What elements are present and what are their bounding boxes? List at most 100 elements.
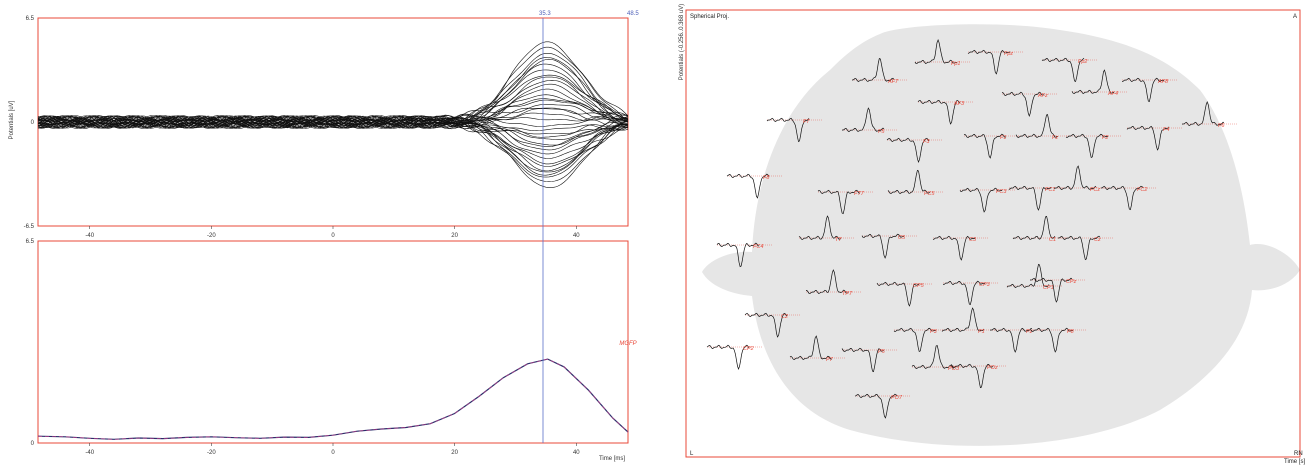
electrode-label-po3: PO3 <box>948 366 960 372</box>
corner-label-l: L <box>690 451 694 457</box>
electrode-label-p3: P3 <box>930 329 938 335</box>
electrode-label-fc2: FC2 <box>1137 187 1147 193</box>
butterfly-ylabel: Potentials [uV] <box>9 100 15 139</box>
electrode-waveform-cz <box>1058 235 1101 261</box>
electrode-waveform-fc1 <box>1008 185 1052 211</box>
electrode-waveform-f5 <box>841 107 885 132</box>
butterfly-trace <box>37 115 629 129</box>
electrode-label-tp7: TP7 <box>842 291 853 297</box>
electrode-label-f3: F3 <box>923 139 930 145</box>
gfp-xticks: -40 -20 0 20 40 <box>85 443 580 456</box>
butterfly-xtick-label: -40 <box>85 233 94 239</box>
electrode-waveform-cp1 <box>1006 263 1050 289</box>
gfp-xtick-label: -20 <box>207 450 216 456</box>
electrode-waveform-cpz <box>1030 277 1073 303</box>
butterfly-ytick-zero: 0 <box>31 120 35 126</box>
electrode-label-af3: AF3 <box>953 101 965 107</box>
projection-title: Spherical Proj. <box>690 14 729 20</box>
butterfly-trace <box>37 115 629 183</box>
electrode-waveform-afz <box>1001 91 1045 118</box>
gfp-xlabel: Time [ms] <box>599 456 625 462</box>
butterfly-trace <box>37 115 629 155</box>
gfp-plot: 6.5 0 MGFP -40 -20 0 20 40 Time [ms] <box>26 239 637 462</box>
electrode-waveform-po7 <box>854 393 898 419</box>
electrode-waveform-t7 <box>798 215 842 241</box>
electrode-label-cp1: CP1 <box>1043 285 1054 291</box>
electrode-waveform-p5 <box>841 347 885 373</box>
electrode-label-p1: P1 <box>978 329 985 335</box>
electrode-waveform-fc5 <box>887 169 931 194</box>
electrode-waveform-fp2 <box>1041 57 1085 83</box>
gfp-series-label: MGFP <box>619 341 636 347</box>
electrode-label-t7: T7 <box>835 237 842 243</box>
gfp-line <box>37 358 629 440</box>
electrode-label-f7: F7 <box>803 119 810 125</box>
corner-label-rn: RN <box>1294 451 1303 457</box>
electrode-label-cz: Cz <box>1094 237 1101 243</box>
electrode-label-cp5: CP5 <box>913 283 925 289</box>
electrode-label-f5: F5 <box>878 129 885 135</box>
electrode-label-fc1: FC1 <box>1045 187 1055 193</box>
gfp-xtick-label: -40 <box>85 450 94 456</box>
electrode-waveform-fc2 <box>1100 185 1144 211</box>
electrode-label-c3: C3 <box>969 237 977 243</box>
electrode-label-poz: POz <box>987 365 998 371</box>
electrode-waveform-af4 <box>1071 69 1115 95</box>
electrode-label-cp3: CP3 <box>979 282 991 288</box>
gfp-xtick-label: 20 <box>451 450 458 456</box>
electrode-waveform-f6 <box>1181 101 1225 127</box>
electrode-waveform-p3 <box>893 327 937 353</box>
butterfly-ytick-bottom: -6.5 <box>24 224 35 230</box>
electrode-waveform-cp5 <box>876 281 919 307</box>
gfp-line-group <box>37 358 629 440</box>
electrode-label-c2: C2 <box>781 314 788 320</box>
electrode-waveform-fc4 <box>716 242 760 268</box>
electrode-label-fp2: Fp2 <box>1078 59 1087 65</box>
electrode-waveform-f8 <box>726 173 770 199</box>
electrode-waveform-p1 <box>941 307 985 332</box>
electrode-label-c1: C1 <box>1049 237 1056 243</box>
electrode-label-fz: Fz <box>1052 135 1058 141</box>
electrode-label-cpz: CPz <box>1066 279 1077 285</box>
electrode-label-f2: F2 <box>1102 135 1108 141</box>
electrode-label-f4: F4 <box>1163 127 1169 133</box>
electrode-waveform-fc3 <box>959 187 1003 213</box>
projection-ylabel: Potentials (-0.256..0.368 uV) <box>679 4 685 80</box>
electrode-label-p7: P7 <box>826 357 834 363</box>
electrode-label-po7: PO7 <box>891 395 903 401</box>
electrode-waveform-fcz <box>1053 165 1097 190</box>
electrode-waveform-af7 <box>852 58 895 83</box>
electrode-label-p5: P5 <box>878 349 886 355</box>
electrode-waveform-ft7 <box>817 189 860 215</box>
electrode-label-af4: AF4 <box>1107 91 1118 97</box>
electrode-waveform-c5 <box>861 233 905 259</box>
electrode-label-c5: C5 <box>898 235 906 241</box>
butterfly-trace <box>37 115 629 167</box>
butterfly-xtick-label: 20 <box>451 233 458 239</box>
electrode-waveform-c3 <box>932 235 976 261</box>
electrode-label-fp1: Fp1 <box>951 61 960 67</box>
electrode-waveform-cp3 <box>942 280 986 306</box>
electrode-label-p8: P8 <box>1067 329 1075 335</box>
butterfly-trace <box>37 41 629 129</box>
electrode-waveform-c1 <box>1012 215 1056 240</box>
electrode-waveform-po3 <box>911 345 955 370</box>
projection-frame <box>685 9 1301 458</box>
electrode-label-fc4: FC4 <box>753 244 763 250</box>
electrode-label-fpz: Fpz <box>1004 51 1013 57</box>
electrode-label-pz: Pz <box>1026 329 1033 335</box>
corner-label-a: A <box>1293 14 1297 20</box>
electrode-waveforms: Fp1 Fpz Fp2 AF7 AF3 AFz AF4 AF8 F7 F5 F3 F1 Fz F2 F4 F6… <box>706 39 1238 419</box>
butterfly-xtick-label: 0 <box>331 233 335 239</box>
butterfly-plot: Potentials [uV] 6.5 0 -6.5 -40 -20 0 20 40 <box>9 16 629 239</box>
electrode-label-af7: AF7 <box>887 79 899 85</box>
electrode-waveform-af3 <box>917 99 961 125</box>
butterfly-xticks: -40 -20 0 20 40 <box>85 226 580 239</box>
electrode-label-fc5: FC5 <box>924 191 935 197</box>
butterfly-xtick-label: 40 <box>573 233 580 239</box>
butterfly-traces <box>37 41 629 188</box>
gfp-xtick-label: 0 <box>331 450 335 456</box>
spherical-projection: Spherical Proj. Potentials (-0.256..0.36… <box>679 4 1305 465</box>
electrode-label-fc3: FC3 <box>996 189 1007 195</box>
electrode-label-fcz: FCz <box>1090 187 1100 193</box>
